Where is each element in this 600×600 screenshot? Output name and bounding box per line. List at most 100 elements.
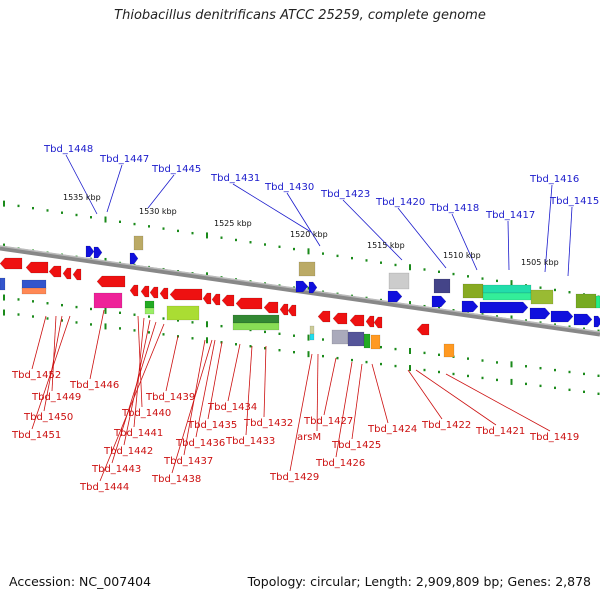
- reverse-gene: [373, 316, 383, 329]
- tick-mark: [539, 321, 542, 324]
- leader-line: [31, 315, 47, 370]
- forward-gene: [387, 290, 403, 303]
- tick-mark: [539, 384, 542, 388]
- leader-line: [43, 315, 63, 412]
- tick-mark: [510, 361, 513, 368]
- tick-mark: [597, 392, 600, 395]
- leader-line: [415, 369, 497, 426]
- gene-label-upper: Tbd_1445: [151, 164, 201, 175]
- tick-mark: [351, 256, 353, 260]
- tick-mark: [278, 245, 281, 248]
- forward-gene: [431, 295, 447, 308]
- tick-mark: [554, 386, 556, 390]
- tick-mark: [162, 317, 165, 320]
- tick-mark: [61, 211, 63, 214]
- reverse-gene: [25, 261, 49, 274]
- tick-mark: [481, 376, 484, 380]
- tick-mark: [583, 390, 585, 394]
- tick-mark: [75, 305, 78, 309]
- tick-mark: [568, 370, 571, 374]
- forward-gene-colored: [482, 284, 532, 294]
- tick-mark: [235, 343, 237, 346]
- leader-line: [289, 353, 313, 472]
- leader-line: [111, 321, 157, 464]
- forward-gene-colored: [595, 295, 600, 309]
- tick-mark: [322, 338, 324, 341]
- leader-line: [232, 183, 312, 233]
- tick-mark: [46, 209, 49, 212]
- tick-mark: [17, 313, 20, 316]
- reverse-gene: [287, 304, 297, 317]
- reverse-gene: [416, 323, 430, 336]
- gene-label-upper: Tbd_1430: [264, 182, 314, 193]
- gene-label-lower: Tbd_1444: [79, 482, 129, 493]
- tick-mark: [148, 315, 150, 318]
- tick-mark: [119, 327, 121, 330]
- leader-line: [147, 174, 175, 209]
- tick-mark: [307, 248, 310, 255]
- reverse-gene: [211, 293, 221, 306]
- tick-mark: [336, 356, 339, 360]
- tick-mark: [452, 372, 455, 376]
- leader-line: [99, 323, 165, 482]
- tick-mark: [90, 323, 92, 326]
- leader-line: [335, 361, 353, 458]
- tick-mark: [162, 227, 165, 230]
- tick-mark: [438, 370, 440, 374]
- leader-line: [507, 220, 510, 271]
- leader-line: [245, 345, 253, 436]
- tick-mark: [32, 300, 34, 303]
- tick-mark: [525, 319, 527, 322]
- tick-mark: [452, 272, 455, 276]
- gene-label-lower: Tbd_1419: [529, 432, 579, 443]
- tick-mark: [525, 382, 527, 386]
- reverse-gene-colored: [21, 287, 47, 295]
- reverse-gene: [349, 314, 365, 327]
- leader-line: [65, 154, 98, 215]
- tick-mark: [583, 327, 585, 330]
- leader-line: [445, 373, 551, 432]
- forward-gene-colored: [433, 278, 451, 294]
- gene-label-lower: Tbd_1449: [31, 392, 81, 403]
- accession-text: Accession: NC_007404: [9, 574, 152, 589]
- reverse-gene: [140, 285, 150, 298]
- gene-label-upper: Tbd_1420: [375, 197, 425, 208]
- forward-gene-colored: [298, 261, 316, 277]
- gene-label-lower: Tbd_1435: [187, 420, 237, 431]
- reverse-gene: [317, 310, 331, 323]
- tick-mark: [191, 337, 194, 340]
- gene-label-lower: Tbd_1422: [421, 420, 471, 431]
- tick-mark: [278, 348, 281, 352]
- tick-mark: [220, 236, 223, 239]
- tick-mark: [438, 270, 440, 273]
- leader-line: [207, 341, 223, 420]
- tick-mark: [539, 286, 542, 289]
- tick-mark: [206, 337, 208, 344]
- reverse-gene: [129, 284, 139, 297]
- tick-mark: [597, 374, 600, 378]
- leader-line: [286, 192, 321, 247]
- forward-gene-colored: [388, 272, 410, 290]
- tick-mark: [75, 213, 78, 217]
- kbp-label: 1510 kbp: [443, 251, 481, 260]
- tick-mark: [61, 319, 63, 322]
- gene-label-lower: arsM: [297, 432, 321, 443]
- tick-mark: [496, 315, 498, 318]
- tick-mark: [264, 347, 266, 350]
- leader-line: [31, 315, 71, 430]
- gene-label-lower: Tbd_1437: [163, 456, 213, 467]
- tick-mark: [148, 331, 150, 334]
- gene-label-lower: Tbd_1441: [113, 428, 163, 439]
- reverse-gene-colored: [232, 322, 280, 331]
- gene-label-lower: Tbd_1425: [331, 440, 381, 451]
- tick-mark: [423, 268, 426, 271]
- tick-mark: [119, 220, 121, 223]
- gene-label-lower: Tbd_1434: [207, 402, 257, 413]
- leader-line: [323, 357, 337, 416]
- tick-mark: [46, 302, 49, 305]
- tick-mark: [438, 353, 440, 357]
- tick-mark: [510, 378, 513, 385]
- forward-gene-colored: [133, 235, 144, 251]
- tick-mark: [510, 315, 513, 322]
